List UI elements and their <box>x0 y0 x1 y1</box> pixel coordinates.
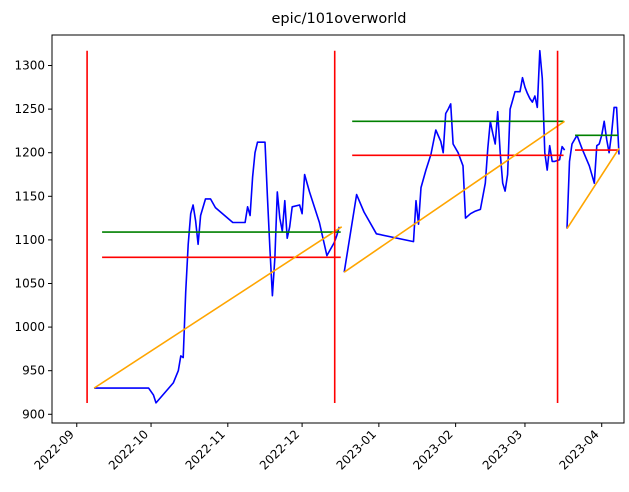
x-tick-label: 2023-03 <box>480 427 525 472</box>
y-tick-label: 900 <box>22 407 45 421</box>
trend-line-2 <box>343 120 566 273</box>
x-tick-label: 2022-09 <box>32 427 77 472</box>
y-axis: 900 950 1000 1050 1100 1150 1200 1250 1300 <box>14 59 52 421</box>
y-tick-label: 1050 <box>14 276 45 290</box>
x-tick-label: 2023-01 <box>334 427 379 472</box>
y-tick-label: 1250 <box>14 102 45 116</box>
x-tick-label: 2023-02 <box>410 427 455 472</box>
x-tick-label: 2022-10 <box>106 427 151 472</box>
y-tick-label: 1150 <box>14 189 45 203</box>
y-tick-label: 1300 <box>14 59 45 73</box>
price-line-segment-2 <box>343 49 566 273</box>
plot-area <box>86 49 620 404</box>
y-tick-label: 950 <box>22 364 45 378</box>
y-tick-label: 1200 <box>14 146 45 160</box>
price-line-segment-1 <box>94 141 340 404</box>
y-tick-label: 1000 <box>14 320 45 334</box>
price-line-segment-3 <box>566 106 620 229</box>
chart-title: epic/101overworld <box>272 11 407 27</box>
trend-line-3 <box>566 147 620 229</box>
x-tick-label: 2023-04 <box>556 427 601 472</box>
y-tick-label: 1100 <box>14 233 45 247</box>
trend-line-1 <box>93 226 343 389</box>
x-axis: 2022-09 2022-10 2022-11 2022-12 2023-01 2023-… <box>32 423 603 473</box>
x-tick-label: 2022-11 <box>183 427 228 472</box>
plot-frame <box>51 34 625 424</box>
x-tick-label: 2022-12 <box>257 427 302 472</box>
